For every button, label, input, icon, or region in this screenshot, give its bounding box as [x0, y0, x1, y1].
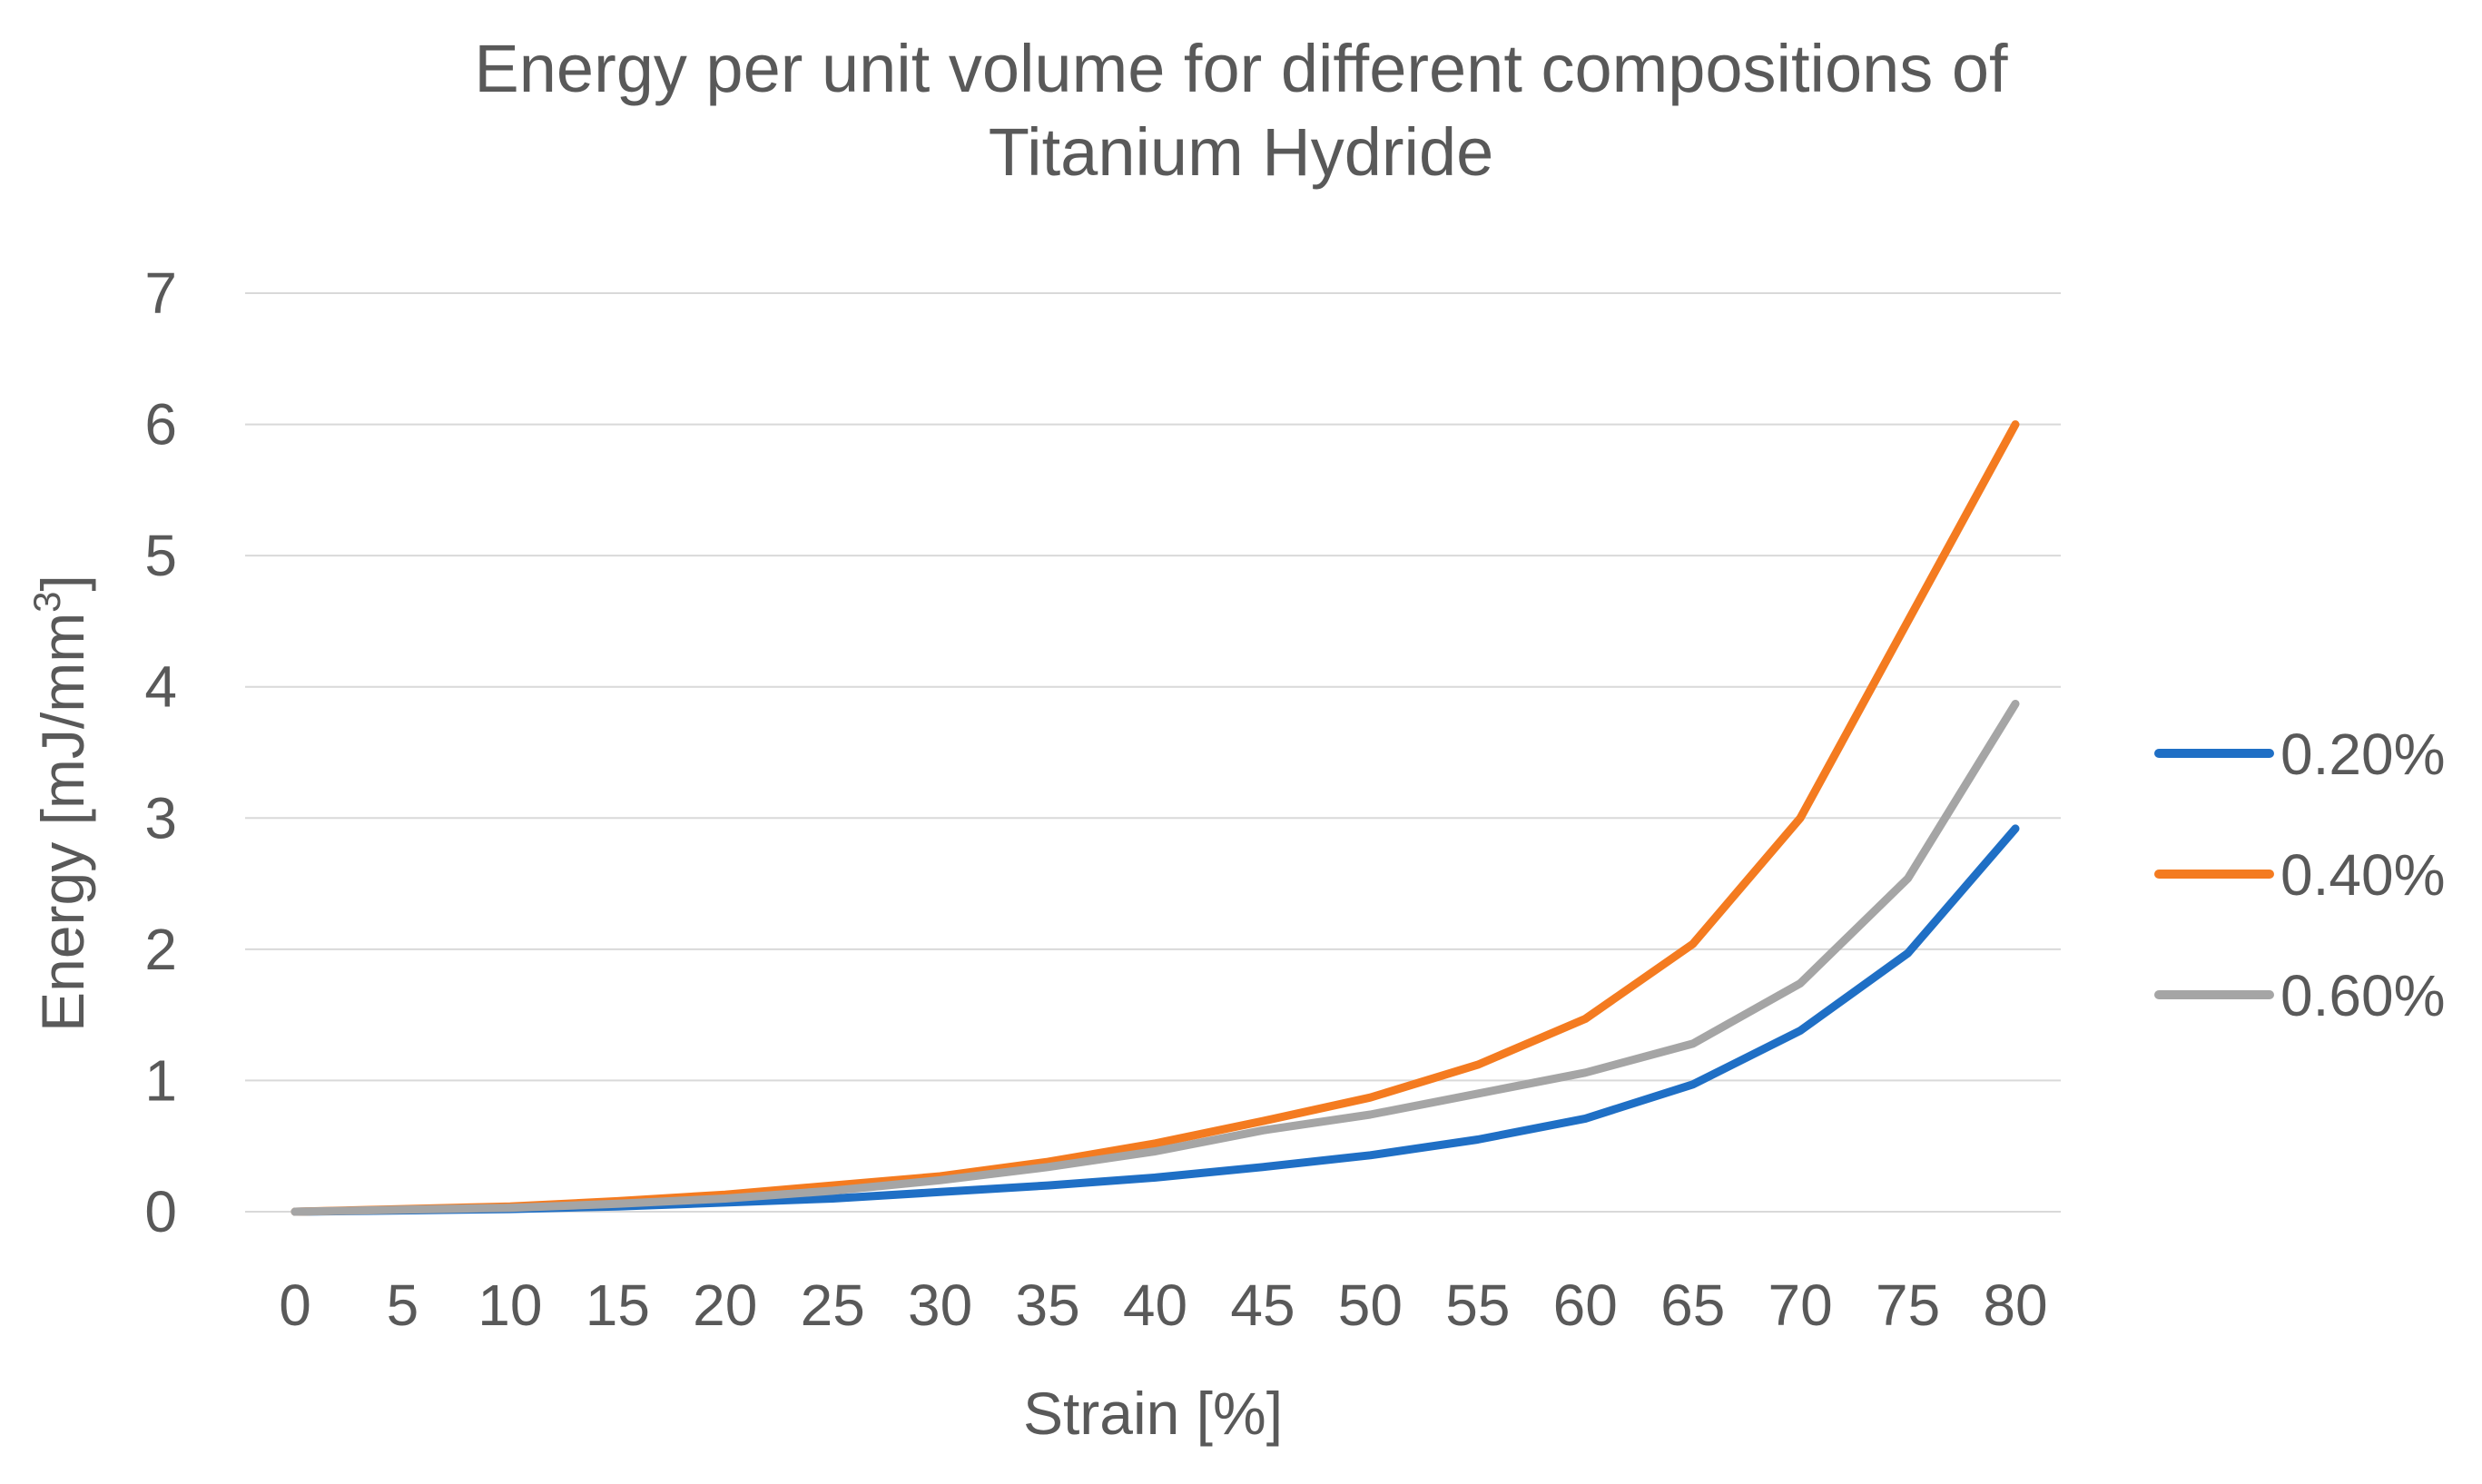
y-tick-label: 2 [144, 917, 177, 982]
y-tick-label: 1 [144, 1047, 177, 1113]
y-tick-label: 0 [144, 1179, 177, 1244]
x-tick-label: 5 [387, 1273, 419, 1338]
x-axis-label: Strain [%] [1023, 1380, 1283, 1447]
x-axis-ticks: 0 5 10 15 20 25 30 35 40 45 50 55 60 65 70 75 80 [279, 1273, 2047, 1338]
x-tick-label: 35 [1015, 1273, 1079, 1338]
y-axis-label-superscript: 3 [25, 591, 68, 612]
gridlines [245, 292, 2061, 1213]
x-tick-label: 80 [1983, 1273, 2047, 1338]
legend-label-3: 0.60% [2280, 963, 2445, 1028]
y-tick-label: 4 [144, 654, 177, 720]
x-tick-label: 45 [1230, 1273, 1295, 1338]
x-tick-label: 70 [1768, 1273, 1833, 1338]
x-tick-label: 20 [693, 1273, 757, 1338]
x-tick-label: 30 [908, 1273, 972, 1338]
x-tick-label: 75 [1876, 1273, 1940, 1338]
x-tick-label: 25 [801, 1273, 865, 1338]
y-axis-label-end: ] [29, 575, 96, 591]
y-tick-label: 7 [144, 260, 177, 326]
y-tick-label: 5 [144, 523, 177, 588]
x-tick-label: 50 [1338, 1273, 1403, 1338]
legend-label-2: 0.40% [2280, 842, 2445, 908]
y-axis-label-main: Energy [mJ/mm [29, 613, 96, 1032]
x-tick-label: 10 [478, 1273, 542, 1338]
y-axis-ticks: 0 1 2 3 4 5 6 7 [144, 260, 177, 1244]
x-tick-label: 40 [1123, 1273, 1187, 1338]
y-axis-label: Energy [mJ/mm3] [25, 575, 96, 1032]
legend: 0.20% 0.40% 0.60% [2154, 722, 2445, 1028]
chart-title-line1: Energy per unit volume for different com… [474, 31, 2008, 106]
x-tick-label: 0 [279, 1273, 311, 1338]
chart-title: Energy per unit volume for different com… [0, 27, 2482, 194]
y-tick-label: 3 [144, 785, 177, 850]
x-tick-label: 65 [1660, 1273, 1725, 1338]
x-tick-label: 15 [586, 1273, 650, 1338]
y-tick-label: 6 [144, 392, 177, 457]
x-tick-label: 55 [1445, 1273, 1510, 1338]
series-line-3 [291, 700, 2020, 1216]
legend-label-1: 0.20% [2280, 722, 2445, 787]
series-lines [291, 420, 2020, 1216]
x-tick-label: 60 [1553, 1273, 1618, 1338]
chart-title-line2: Titanium Hydride [988, 114, 1494, 190]
